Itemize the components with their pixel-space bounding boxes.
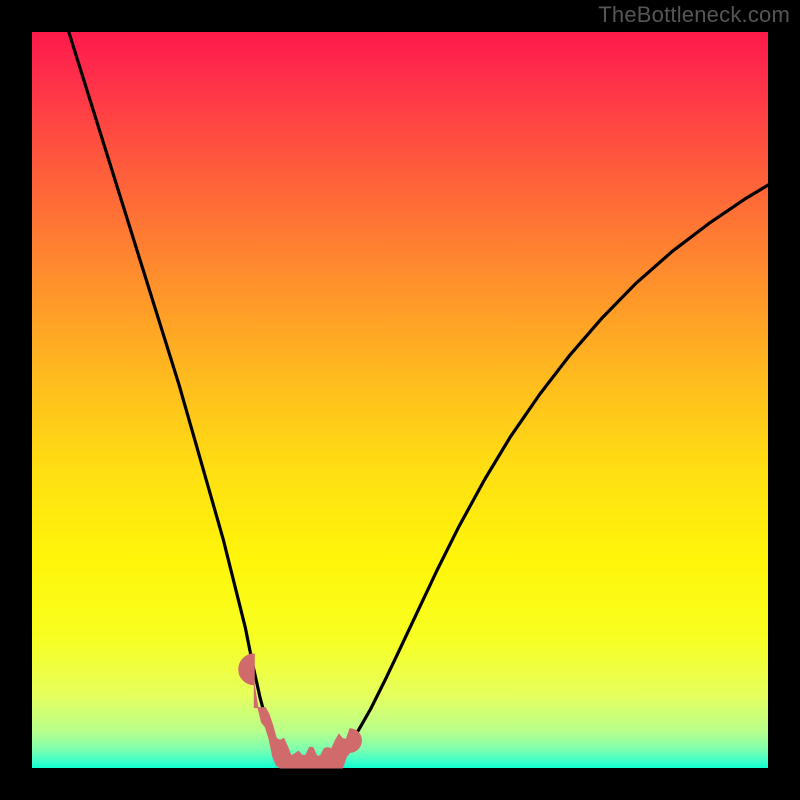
watermark-text: TheBottleneck.com [598,2,790,28]
bottleneck-chart [0,0,800,800]
gradient-background [32,32,768,768]
chart-canvas: { "watermark": { "text": "TheBottleneck.… [0,0,800,800]
